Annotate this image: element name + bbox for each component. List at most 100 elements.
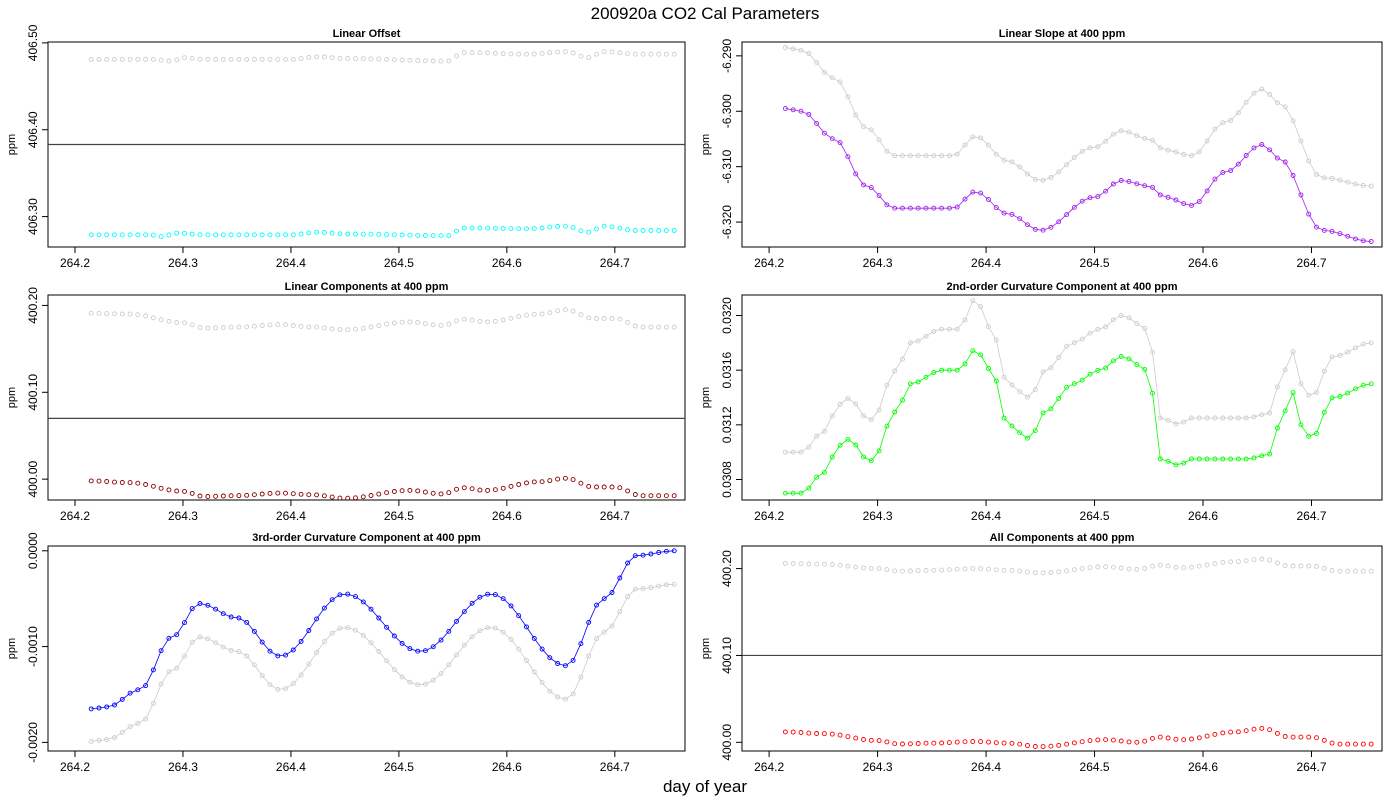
point-reference: [632, 586, 638, 592]
point-reference: [986, 566, 991, 572]
y-tick-label: 0.0308: [720, 461, 734, 498]
point-current: [469, 600, 475, 606]
point-reference: [962, 566, 968, 572]
point-reference: [1032, 570, 1038, 576]
point-current: [1282, 734, 1288, 739]
point-current: [430, 490, 436, 496]
point-current: [1329, 228, 1335, 234]
point-current: [228, 232, 234, 238]
point-current: [798, 108, 804, 114]
point-current: [1103, 365, 1109, 371]
point-current: [594, 602, 599, 608]
point-reference: [1142, 566, 1148, 571]
point-reference: [88, 738, 94, 744]
point-reference: [391, 667, 397, 673]
point-current: [547, 478, 553, 484]
point-reference: [601, 629, 607, 635]
point-reference: [601, 316, 607, 321]
point-reference: [1274, 560, 1280, 566]
point-current: [135, 687, 141, 693]
point-reference: [104, 311, 110, 317]
point-reference: [1274, 100, 1280, 106]
point-current: [360, 231, 366, 237]
x-tick-label: 264.5: [1080, 256, 1110, 270]
plot-frame: [741, 294, 1383, 501]
y-tick-label: 400.20: [26, 287, 40, 324]
point-reference: [1204, 562, 1210, 568]
point-current: [267, 648, 273, 654]
point-current: [861, 454, 866, 460]
point-current: [360, 599, 366, 605]
point-current: [1095, 737, 1101, 743]
y-tick-label: 400.10: [720, 637, 734, 674]
point-current: [562, 475, 568, 481]
point-reference: [946, 153, 952, 159]
point-reference: [892, 568, 898, 574]
point-current: [1173, 736, 1179, 742]
point-current: [1142, 183, 1148, 189]
x-tick-label: 264.3: [863, 760, 893, 774]
point-reference: [376, 56, 382, 62]
point-current: [617, 575, 623, 581]
point-reference: [931, 153, 937, 159]
point-current: [516, 226, 522, 232]
point-current: [1345, 233, 1351, 239]
point-reference: [96, 56, 102, 62]
point-reference: [461, 642, 467, 648]
point-reference: [1017, 164, 1023, 170]
point-reference: [962, 317, 968, 323]
point-reference: [127, 724, 133, 730]
point-current: [1196, 199, 1202, 205]
point-current: [376, 615, 382, 621]
point-current: [993, 740, 999, 746]
point-reference: [1181, 565, 1187, 571]
point-current: [259, 491, 265, 497]
point-reference: [1189, 564, 1194, 570]
point-current: [814, 120, 820, 126]
point-reference: [360, 56, 366, 62]
point-current: [1009, 211, 1015, 217]
point-current: [174, 488, 180, 494]
point-current: [477, 225, 483, 231]
point-current: [531, 479, 537, 485]
point-current: [283, 652, 288, 658]
point-reference: [609, 316, 615, 321]
point-reference: [1001, 374, 1007, 380]
point-reference: [1056, 169, 1062, 175]
point-reference: [782, 449, 788, 455]
point-reference: [531, 669, 537, 675]
x-tick-label: 264.4: [971, 760, 1001, 774]
point-reference: [821, 69, 827, 75]
point-reference: [663, 51, 669, 57]
point-reference: [399, 319, 405, 325]
panel-p5: 3rd-order Curvature Component at 400 ppm…: [6, 532, 686, 774]
point-current: [119, 480, 125, 485]
point-reference: [461, 49, 467, 55]
point-reference: [1189, 415, 1194, 421]
point-reference: [1150, 137, 1155, 143]
point-reference: [1040, 570, 1046, 576]
point-reference: [1212, 561, 1218, 567]
point-current: [1204, 733, 1210, 739]
point-current: [946, 205, 952, 211]
point-reference: [368, 56, 374, 62]
point-reference: [1282, 367, 1288, 373]
point-reference: [978, 566, 984, 572]
point-reference: [1298, 138, 1304, 144]
point-reference: [337, 327, 343, 333]
point-reference: [384, 56, 390, 62]
point-reference: [547, 310, 553, 316]
point-current: [174, 230, 180, 236]
point-reference: [1173, 149, 1179, 155]
point-reference: [112, 56, 117, 62]
point-current: [1056, 395, 1062, 401]
point-current: [1181, 737, 1187, 743]
point-reference: [96, 738, 102, 743]
point-current: [368, 606, 374, 612]
point-reference: [1306, 392, 1312, 398]
x-tick-label: 264.5: [1080, 509, 1110, 523]
point-current: [469, 225, 475, 231]
point-current: [539, 479, 545, 485]
plot-frame: [741, 545, 1383, 752]
point-current: [900, 741, 905, 747]
